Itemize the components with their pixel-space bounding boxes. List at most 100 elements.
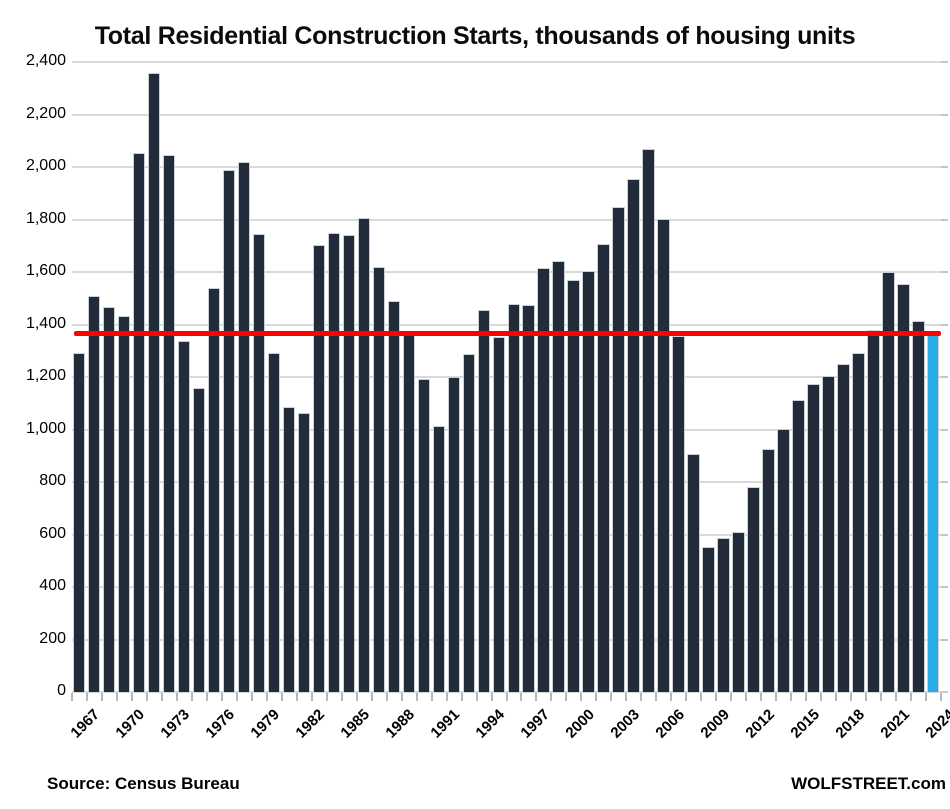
x-axis-tick: [775, 693, 778, 701]
y-axis-tick-label: 0: [57, 682, 66, 699]
bar-2021: [882, 271, 895, 692]
right-axis-tick: [941, 166, 948, 168]
bar-1991: [432, 425, 446, 692]
x-axis-tick: [295, 693, 298, 701]
bar-2006: [657, 219, 670, 692]
x-axis-tick: [190, 693, 193, 701]
bar-1997: [522, 305, 535, 692]
x-axis-tick: [85, 693, 88, 701]
x-axis-tick: [415, 693, 418, 701]
bar-2000: [567, 280, 580, 692]
bar-1967: [73, 352, 86, 692]
x-axis-tick: [445, 693, 448, 701]
x-axis-tick: [895, 693, 898, 701]
y-axis-tick-label: 2,200: [25, 104, 66, 122]
bar-2009: [702, 546, 715, 692]
bar-2011: [732, 532, 745, 692]
bar-2018: [837, 363, 850, 692]
x-axis-tick: [640, 693, 643, 701]
right-axis-tick: [941, 218, 948, 221]
bar-1987: [372, 266, 386, 692]
bar-1993: [462, 353, 476, 692]
bar-1973: [162, 155, 176, 692]
x-axis-tick: [490, 693, 493, 701]
gridline-1800: [72, 218, 948, 221]
x-axis-tick: [220, 693, 223, 701]
y-axis-tick-label: 1,000: [25, 419, 66, 437]
x-axis-tick: [610, 693, 613, 701]
x-axis-tick: [805, 693, 808, 701]
x-axis-tick: [130, 693, 133, 701]
x-axis-tick: [250, 693, 253, 701]
x-axis-tick: [235, 693, 238, 701]
x-axis-tick: [400, 693, 403, 701]
bar-1984: [327, 232, 341, 692]
y-axis-tick-label: 1,800: [25, 209, 66, 227]
y-axis-tick-label: 2,400: [25, 52, 66, 69]
x-axis-tick: [535, 693, 538, 701]
bar-2024: [927, 333, 940, 692]
x-axis-tick: [355, 693, 358, 701]
bar-2003: [612, 206, 625, 692]
bar-1989: [402, 330, 416, 692]
right-axis-tick: [941, 61, 948, 63]
bar-2002: [597, 244, 610, 692]
bar-1988: [387, 301, 401, 692]
bar-2005: [642, 149, 655, 692]
bar-2015: [792, 400, 805, 692]
brand-label: WOLFSTREET.com: [791, 774, 946, 793]
x-axis-tick: [940, 693, 942, 701]
bar-1971: [132, 153, 146, 692]
bar-2019: [852, 353, 865, 692]
source-label: Source: Census Bureau: [47, 774, 240, 793]
chart-title: Total Residential Construction Starts, t…: [94, 22, 856, 50]
x-axis-tick: [865, 693, 868, 701]
x-axis-tick: [71, 693, 73, 701]
bar-1969: [102, 306, 116, 692]
bar-1994: [477, 309, 490, 692]
y-axis-tick-label: 1,200: [25, 367, 66, 384]
y-axis-tick-label: 2,000: [25, 157, 66, 174]
bar-2023: [912, 321, 925, 692]
y-axis-tick-label: 800: [39, 472, 66, 489]
x-axis-tick: [910, 693, 913, 701]
x-axis-tick: [370, 693, 373, 701]
bar-1996: [507, 304, 520, 692]
bar-1977: [222, 170, 236, 692]
right-axis-tick: [941, 533, 948, 536]
bar-2004: [627, 178, 640, 692]
bar-1979: [252, 233, 266, 692]
x-axis-tick: [670, 693, 673, 701]
x-axis-tick: [595, 693, 598, 701]
x-axis-tick: [580, 693, 583, 701]
bar-1980: [267, 352, 281, 692]
gridline-2200: [72, 113, 948, 116]
right-axis-tick: [941, 481, 948, 483]
bar-2020: [867, 329, 880, 692]
bar-1970: [117, 315, 131, 692]
bar-1995: [492, 336, 505, 692]
bar-2014: [777, 428, 790, 692]
right-axis-tick: [941, 376, 948, 378]
x-axis-tick: [430, 693, 433, 701]
bar-2007: [672, 336, 685, 692]
bar-2010: [717, 537, 730, 692]
bar-1992: [447, 377, 461, 692]
x-axis-tick: [175, 693, 178, 701]
x-axis-tick: [745, 693, 748, 701]
x-axis-tick: [730, 693, 733, 701]
x-axis-tick: [715, 693, 718, 701]
x-axis-tick: [655, 693, 658, 701]
bar-1972: [147, 73, 161, 692]
bar-1999: [552, 261, 565, 692]
bar-1998: [537, 267, 550, 692]
y-axis-tick-label: 400: [39, 577, 66, 594]
x-axis-tick: [925, 693, 928, 701]
x-axis-tick: [205, 693, 208, 701]
y-axis-tick-label: 1,400: [25, 314, 66, 332]
y-axis-tick-label: 600: [39, 524, 66, 542]
x-axis-tick: [880, 693, 883, 701]
bar-2022: [897, 284, 910, 692]
right-axis-tick: [941, 113, 948, 116]
